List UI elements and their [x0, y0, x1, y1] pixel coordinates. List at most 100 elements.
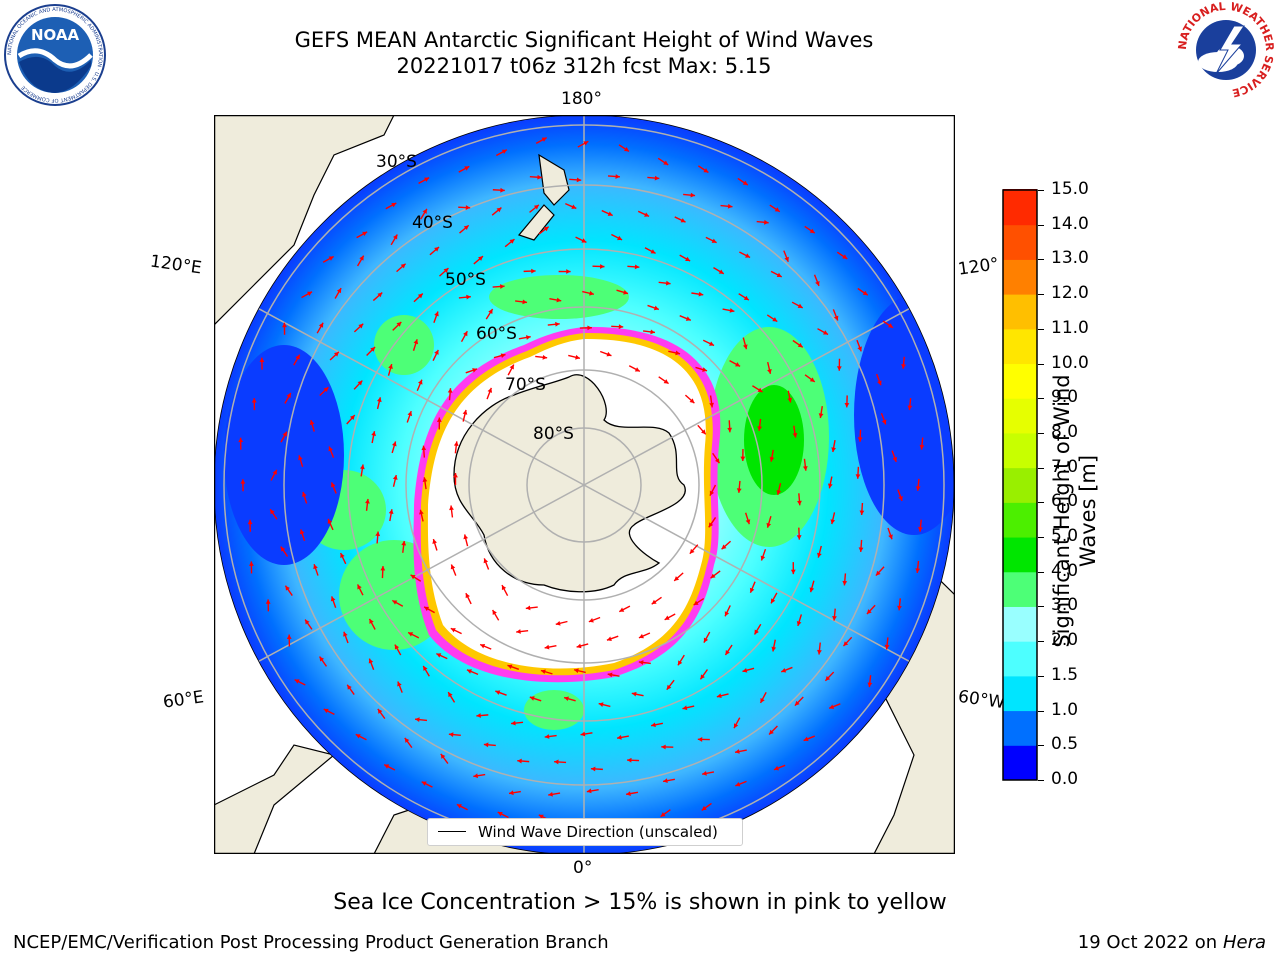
map-legend: Wind Wave Direction (unscaled)	[427, 818, 743, 846]
wind-wave-arrow-head	[654, 175, 660, 181]
wind-wave-arrow-head	[709, 341, 715, 346]
wind-wave-arrow-head	[370, 346, 376, 352]
wind-wave-arrow-head	[675, 350, 681, 356]
wind-wave-arrow-head	[666, 684, 672, 690]
wind-wave-arrow-head	[634, 264, 640, 270]
wind-wave-arrow-head	[391, 202, 397, 208]
wind-wave-arrow-head	[516, 629, 521, 634]
wind-wave-arrow-head	[623, 290, 629, 295]
wind-wave-arrow-head	[375, 531, 381, 537]
wind-wave-arrow-head	[249, 561, 254, 566]
wind-wave-arrow-head	[721, 544, 727, 550]
wind-wave-arrow-head	[857, 437, 863, 442]
wind-wave-arrow-head	[286, 393, 291, 399]
wind-wave-arrow-head	[606, 636, 612, 641]
wind-wave-arrow-head	[576, 643, 582, 649]
inner-land	[517, 153, 570, 241]
wind-wave-arrow-head	[434, 349, 439, 355]
wind-wave-arrow-head	[701, 429, 706, 435]
wind-wave-arrow-head	[771, 598, 776, 604]
wind-wave-arrow-head	[769, 456, 775, 462]
wind-wave-arrow-head	[862, 290, 868, 296]
wind-wave-arrow-head	[757, 426, 762, 431]
wind-wave-arrow-head	[907, 405, 913, 411]
wind-wave-arrow-head	[803, 736, 809, 742]
wind-wave-arrow-head	[357, 584, 362, 590]
wind-wave-arrow-head	[626, 791, 631, 796]
wind-wave-arrow-head	[825, 675, 831, 681]
wind-wave-arrow-head	[682, 705, 688, 711]
wind-wave-arrow-head	[698, 291, 704, 297]
lat-label-50s: 50°S	[445, 270, 486, 290]
wind-wave-arrow-head	[576, 177, 582, 183]
wind-wave-arrow-head	[478, 256, 483, 261]
wind-wave-arrow-head	[483, 558, 489, 564]
wind-wave-arrow-head	[663, 160, 669, 165]
wind-wave-arrow-head	[404, 737, 410, 743]
wind-wave-arrow-head	[796, 535, 802, 540]
wind-wave-arrow-head	[313, 564, 318, 570]
wind-wave-arrow-head	[742, 344, 748, 350]
wind-wave-arrow-head	[401, 540, 407, 546]
wind-wave-arrow-head	[509, 239, 515, 244]
wind-wave-arrow-head	[392, 475, 398, 480]
wind-wave-arrow-head	[817, 552, 822, 558]
wind-wave-arrow-head	[740, 456, 746, 461]
wind-wave-arrow-head	[714, 458, 720, 464]
wind-wave-arrow-head	[727, 203, 733, 209]
wind-wave-arrow-head	[394, 644, 400, 650]
wind-wave-arrow-head	[376, 397, 382, 403]
wind-wave-arrow-head	[501, 149, 507, 154]
colorbar-tick-mark	[1038, 398, 1044, 400]
wind-wave-arrow-head	[318, 322, 324, 328]
lat-label-80s: 80°S	[533, 424, 574, 444]
colorbar-segment	[1003, 224, 1037, 260]
wind-wave-arrow-head	[554, 759, 559, 765]
colorbar-tick-mark	[1038, 328, 1044, 330]
lon-label-60w: 60°W	[956, 686, 1007, 714]
wind-wave-arrow-head	[710, 573, 716, 579]
footer-date: 19 Oct 2022 on Hera	[1078, 932, 1266, 953]
footer-branch: NCEP/EMC/Verification Post Processing Pr…	[13, 932, 609, 953]
wind-wave-arrow-head	[833, 315, 839, 321]
wind-wave-arrow-head	[650, 329, 656, 335]
colorbar-tick-mark	[1038, 675, 1044, 677]
wind-wave-arrow-head	[809, 228, 815, 234]
wind-wave-arrow-head	[653, 305, 659, 311]
wind-wave-arrow-head	[327, 518, 333, 524]
wind-wave-arrow-head	[508, 790, 514, 796]
wind-wave-arrow-head	[818, 413, 824, 418]
wind-wave-arrow-head	[651, 722, 656, 728]
lat-label-40s: 40°S	[412, 213, 453, 233]
wind-wave-arrow-head	[272, 469, 277, 475]
wind-wave-arrow-head	[867, 682, 873, 688]
wind-wave-arrow-head	[776, 272, 782, 277]
wind-wave-arrow-head	[465, 593, 470, 599]
wind-wave-arrow-head	[531, 268, 536, 274]
wind-wave-arrow-head	[797, 342, 803, 348]
wind-wave-arrow-head	[685, 256, 691, 262]
colorbar-tick-label: 11.0	[1051, 317, 1089, 338]
wind-wave-arrow-head	[500, 284, 505, 289]
wind-wave-arrow-head	[555, 620, 561, 626]
wind-wave-arrow-head	[424, 606, 430, 612]
wind-wave-arrow-head	[347, 684, 352, 690]
wind-wave-arrow-head	[760, 697, 765, 703]
wind-wave-arrow-head	[537, 174, 542, 180]
wind-wave-arrow-head	[298, 455, 303, 461]
wind-wave-arrow-head	[858, 547, 864, 552]
wind-wave-arrow-head	[462, 409, 468, 415]
wind-wave-arrow-head	[571, 204, 577, 209]
lon-label-60e: 60°E	[161, 687, 206, 713]
wind-wave-arrow-head	[735, 362, 741, 367]
wind-wave-arrow-head	[827, 483, 833, 489]
wind-wave-arrow-head	[492, 609, 497, 615]
wind-wave-arrow-head	[453, 473, 458, 478]
sea-ice-note: Sea Ice Concentration > 15% is shown in …	[333, 890, 947, 915]
lon-label-180: 180°	[561, 89, 602, 109]
colorbar-label-line2: Waves [m]	[1076, 454, 1100, 568]
nws-logo: NATIONAL WEATHER SERVICE	[1176, 0, 1276, 99]
wind-wave-arrow-head	[432, 539, 437, 544]
wind-wave-arrow-head	[543, 226, 549, 232]
wind-wave-arrow-head	[796, 621, 802, 626]
